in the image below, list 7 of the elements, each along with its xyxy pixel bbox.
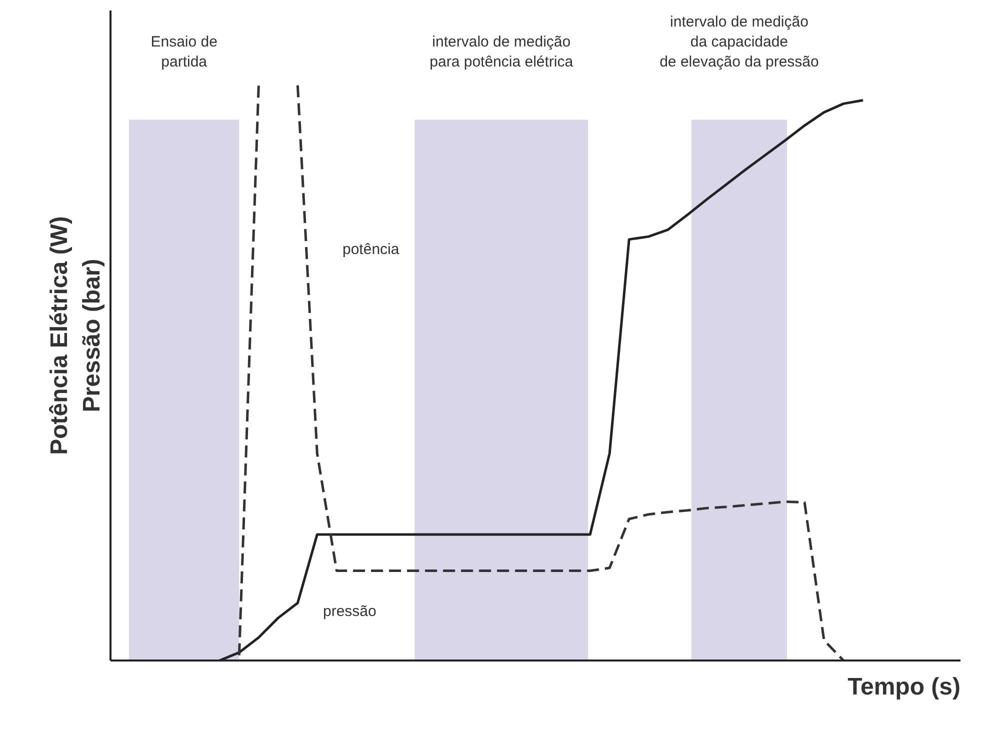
text: intervalo de medição para potência elétrica xyxy=(430,34,574,71)
text: intervalo de medição da capacidade de elevação da pressão xyxy=(660,13,819,71)
text: potência xyxy=(342,240,400,258)
y-axis-title: Potência Elétrica (W) Pressão (bar) xyxy=(46,216,106,455)
x-axis-title: Tempo (s) xyxy=(848,674,961,700)
series-label: pressão xyxy=(323,603,376,620)
text: Ensaio de partida xyxy=(150,34,218,71)
